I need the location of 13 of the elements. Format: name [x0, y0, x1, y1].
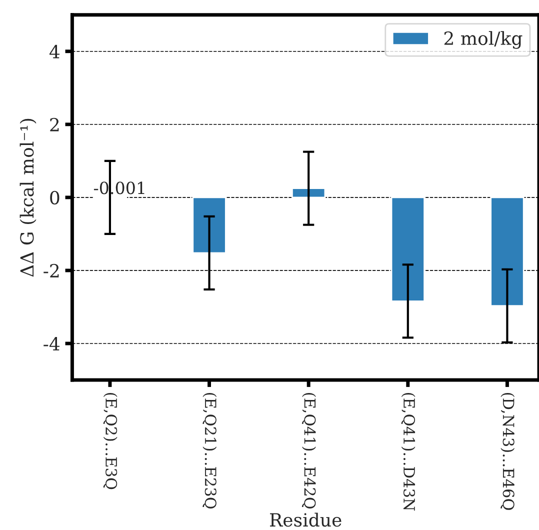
x-tick-label: (E,Q2)...E3Q	[103, 393, 118, 490]
y-tick-label: 4	[49, 44, 60, 58]
x-axis-title: Residue	[270, 512, 342, 527]
x-tick-label: (E,Q41)...D43N	[401, 393, 416, 511]
x-tick-label: (D,N43)...E46Q	[500, 393, 515, 510]
y-tick-label: 2	[50, 118, 59, 132]
y-tick-label: 0	[50, 190, 60, 205]
x-tick-label: (E,Q21)...E23Q	[202, 393, 217, 509]
y-tick-label: -2	[44, 264, 59, 278]
x-tick-label: (E,Q41)...E42Q	[302, 393, 316, 509]
legend-label: 2 mol/kg	[444, 31, 522, 49]
y-axis-title: ΔΔ G (kcal mol⁻¹)	[20, 118, 36, 277]
y-tick-label: -4	[44, 336, 60, 350]
